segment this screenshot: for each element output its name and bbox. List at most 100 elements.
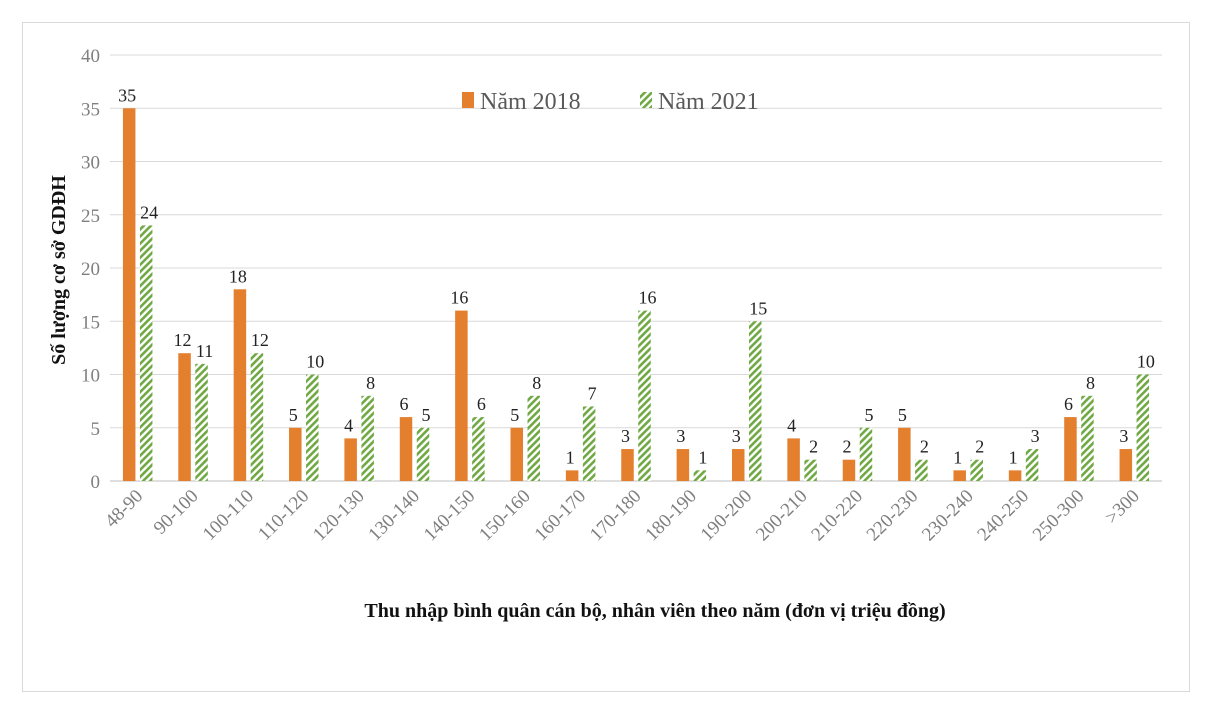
- legend-swatch: [462, 92, 474, 108]
- bar-2021: [1025, 449, 1039, 481]
- data-label: 16: [639, 288, 657, 308]
- legend-label: Năm 2021: [658, 89, 759, 115]
- bar-2018: [953, 470, 966, 481]
- bar-2021: [416, 427, 430, 481]
- x-tick-label: 110-120: [254, 486, 313, 545]
- y-tick-label: 30: [81, 153, 100, 174]
- bar-2021: [638, 310, 651, 481]
- y-tick-label: 10: [81, 366, 100, 387]
- bar-2018: [621, 449, 634, 481]
- data-label: 4: [344, 415, 353, 435]
- bar-2018: [787, 438, 800, 481]
- bar-2021: [139, 225, 153, 481]
- bar-2021: [970, 459, 983, 481]
- x-tick-label: 150-160: [475, 486, 535, 546]
- bar-2021: [1136, 374, 1150, 481]
- data-label: 1: [698, 447, 707, 467]
- bar-2021: [748, 321, 762, 481]
- bar-2021: [472, 417, 485, 481]
- data-label: 5: [510, 405, 519, 425]
- data-label: 10: [1137, 352, 1155, 372]
- y-tick-label: 25: [81, 206, 100, 227]
- y-axis-ticks: 0 5 10 15 20 25 30 35 40: [81, 46, 100, 493]
- x-tick-label: 140-150: [420, 486, 480, 546]
- y-tick-label: 35: [81, 99, 100, 120]
- bar-2018: [1064, 417, 1077, 481]
- legend-swatch: [640, 92, 652, 108]
- bar-2018: [178, 353, 191, 481]
- bar-2021: [693, 470, 707, 481]
- x-tick-label: 130-140: [364, 486, 424, 546]
- bar-2021: [306, 374, 319, 481]
- legend: Năm 2018 Năm 2021: [462, 89, 759, 115]
- data-label: 2: [920, 437, 929, 457]
- bar-2021: [1081, 395, 1094, 481]
- bar-2018: [676, 449, 690, 481]
- x-tick-label: 190-200: [697, 486, 757, 546]
- bar-2021: [250, 353, 264, 481]
- bars: [122, 108, 1150, 481]
- y-tick-label: 20: [81, 259, 100, 280]
- data-label: 7: [588, 383, 597, 403]
- bar-2018: [455, 310, 468, 481]
- x-axis-ticks: 48-90 90-100100-110110-120120-130130-1401…: [101, 486, 1144, 546]
- data-label: 3: [1031, 426, 1040, 446]
- x-tick-label: 250-300: [1029, 486, 1089, 546]
- bar-2021: [859, 427, 873, 481]
- x-tick-label: 180-190: [641, 486, 701, 546]
- data-label: 2: [842, 437, 851, 457]
- data-label: 3: [621, 426, 630, 446]
- bar-2021: [915, 459, 928, 481]
- data-label: 5: [422, 405, 431, 425]
- data-label: 16: [450, 288, 468, 308]
- x-tick-label: 240-250: [973, 486, 1033, 546]
- bar-2021: [361, 395, 374, 481]
- bar-2021: [582, 406, 596, 481]
- y-tick-label: 0: [91, 472, 101, 493]
- data-label: 1: [1009, 447, 1018, 467]
- x-tick-label: 120-130: [309, 486, 369, 546]
- x-axis-title: Thu nhập bình quân cán bộ, nhân viên the…: [364, 600, 945, 622]
- x-tick-label: >300: [1101, 486, 1144, 529]
- data-label: 15: [749, 298, 767, 318]
- x-tick-label: 100-110: [199, 486, 258, 545]
- y-tick-label: 40: [81, 46, 100, 67]
- data-label: 2: [975, 437, 984, 457]
- bar-2021: [195, 363, 208, 481]
- data-label: 4: [787, 415, 796, 435]
- data-label: 3: [1119, 426, 1128, 446]
- data-label: 1: [953, 447, 962, 467]
- x-tick-label: 170-180: [586, 486, 646, 546]
- bar-2018: [289, 427, 302, 481]
- data-label: 6: [400, 394, 409, 414]
- bar-2018: [399, 417, 413, 481]
- bar-2018: [233, 289, 247, 481]
- x-tick-label: 230-240: [918, 486, 978, 546]
- x-tick-label: 90-100: [150, 486, 203, 539]
- data-label: 5: [289, 405, 298, 425]
- data-label: 6: [477, 394, 486, 414]
- gridlines: [110, 54, 1162, 482]
- data-label: 2: [809, 437, 818, 457]
- y-axis-title: Số lượng cơ sở GDĐH: [48, 175, 70, 365]
- bar-2018: [898, 427, 911, 481]
- chart-frame: [22, 22, 1190, 692]
- bar-2021: [804, 459, 817, 481]
- bar-2018: [565, 470, 579, 481]
- data-label: 6: [1064, 394, 1073, 414]
- y-tick-label: 5: [91, 419, 101, 440]
- x-tick-label: 210-220: [807, 486, 867, 546]
- x-tick-label: 200-210: [752, 486, 812, 546]
- data-label: 1: [566, 447, 575, 467]
- x-tick-label: 48-90: [101, 486, 147, 532]
- data-label: 12: [174, 330, 192, 350]
- data-label: 5: [864, 405, 873, 425]
- data-label: 8: [366, 373, 375, 393]
- bar-2018: [842, 459, 856, 481]
- x-tick-label: 160-170: [531, 486, 591, 546]
- data-label: 18: [229, 266, 247, 286]
- data-label: 11: [196, 341, 213, 361]
- data-label: 10: [306, 352, 324, 372]
